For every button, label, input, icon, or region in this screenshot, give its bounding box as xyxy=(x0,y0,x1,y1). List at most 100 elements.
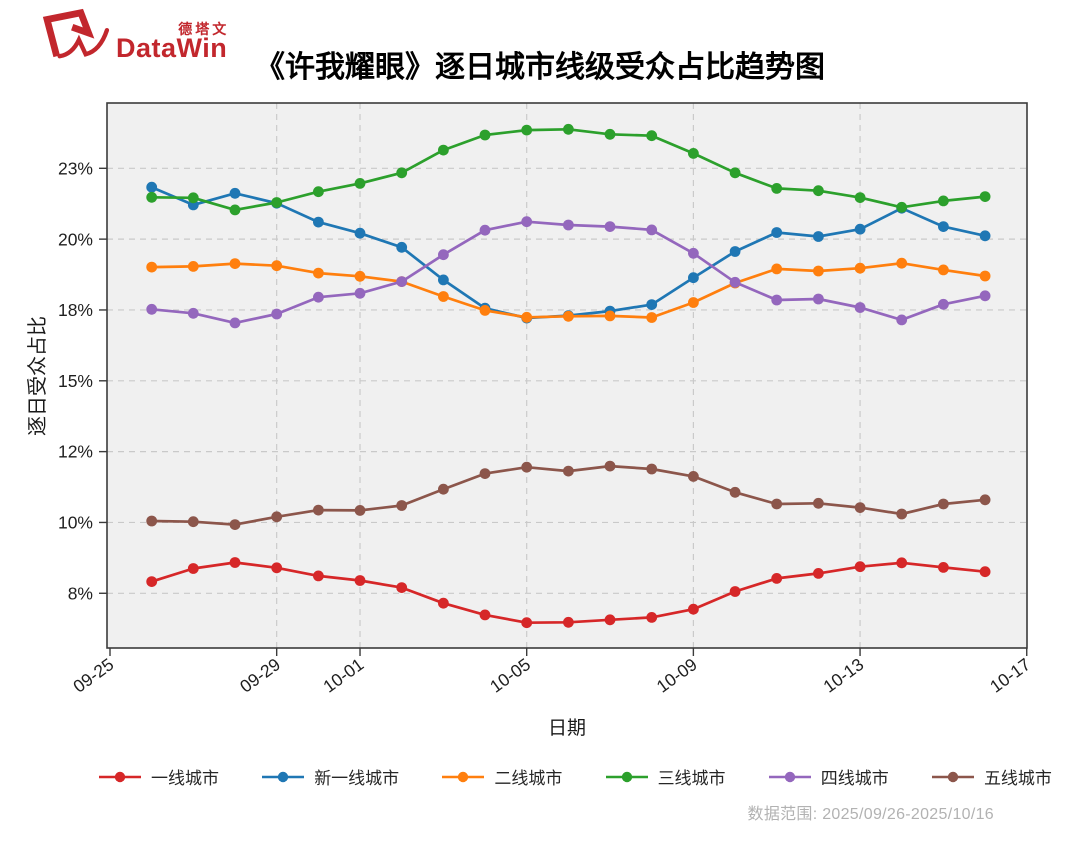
series-point-tier2-09-28 xyxy=(229,258,241,269)
series-point-tier4-10-09 xyxy=(688,247,699,259)
series-point-tier1-10-03 xyxy=(438,597,449,609)
legend-label-tier2: 二线城市 xyxy=(494,769,563,788)
y-axis-label: 逐日受众占比 xyxy=(26,316,49,436)
series-point-tier2-09-30 xyxy=(313,267,324,279)
series-point-tier2-10-04 xyxy=(479,305,491,316)
series-point-tier3-10-15 xyxy=(938,195,949,207)
legend-item-tier5: 五线城市 xyxy=(931,764,1052,789)
series-point-tier3-10-06 xyxy=(563,123,574,135)
series-point-tier5-10-06 xyxy=(563,465,574,477)
series-point-tier1-10-13 xyxy=(854,561,866,573)
series-point-tier4-10-01 xyxy=(354,287,366,299)
series-point-tier4-10-16 xyxy=(979,290,991,302)
series-point-new-tier1-10-15 xyxy=(938,221,949,233)
series-point-tier2-10-12 xyxy=(813,265,824,277)
y-tick-label: 23% xyxy=(58,158,93,178)
y-tick-label: 18% xyxy=(58,300,93,320)
series-point-new-tier1-09-28 xyxy=(229,187,241,199)
series-point-new-tier1-10-02 xyxy=(396,241,408,253)
series-point-tier5-10-14 xyxy=(896,508,908,520)
series-point-tier5-10-01 xyxy=(354,505,366,516)
series-point-tier3-09-30 xyxy=(313,186,324,198)
series-point-tier4-10-10 xyxy=(729,276,741,288)
x-axis-label: 日期 xyxy=(548,717,586,739)
series-point-tier5-10-05 xyxy=(521,461,533,473)
series-point-tier4-09-28 xyxy=(229,317,241,329)
series-point-tier5-09-30 xyxy=(313,504,324,516)
series-point-tier5-10-08 xyxy=(646,463,658,475)
series-point-tier3-10-04 xyxy=(479,129,491,141)
series-point-new-tier1-10-11 xyxy=(771,227,783,238)
series-point-new-tier1-09-30 xyxy=(313,216,324,228)
y-tick-label: 20% xyxy=(58,229,93,249)
series-point-tier5-09-28 xyxy=(229,519,241,530)
series-point-tier4-10-05 xyxy=(521,216,533,228)
series-point-tier1-10-07 xyxy=(604,614,616,626)
series-point-tier2-09-27 xyxy=(187,261,199,272)
y-tick-label: 15% xyxy=(58,371,93,391)
series-point-tier2-10-16 xyxy=(979,270,991,282)
series-point-tier5-10-02 xyxy=(396,500,408,511)
series-point-tier1-10-11 xyxy=(771,573,783,584)
series-point-tier1-09-27 xyxy=(187,563,199,574)
legend-label-tier1: 一线城市 xyxy=(151,769,219,788)
series-point-tier5-10-04 xyxy=(479,468,491,479)
series-point-tier3-10-07 xyxy=(604,128,616,140)
legend-marker-tier4 xyxy=(768,771,811,782)
series-point-tier1-10-16 xyxy=(979,566,991,578)
legend-item-tier4: 四线城市 xyxy=(768,764,889,789)
series-tier3 xyxy=(146,123,991,216)
series-point-tier1-10-02 xyxy=(396,582,408,593)
series-point-tier4-09-27 xyxy=(187,307,199,319)
series-point-tier4-10-13 xyxy=(854,302,866,313)
logo-brand-cn: 德塔文 xyxy=(178,21,230,37)
series-point-tier2-10-01 xyxy=(354,270,366,282)
series-point-tier3-09-26 xyxy=(146,191,158,203)
series-point-tier4-10-02 xyxy=(396,276,408,287)
series-point-tier3-09-27 xyxy=(187,192,199,204)
series-point-tier3-10-10 xyxy=(729,167,741,179)
series-point-new-tier1-10-01 xyxy=(354,227,366,239)
series-point-tier4-10-11 xyxy=(771,294,783,306)
series-point-tier4-10-06 xyxy=(563,219,574,231)
series-point-tier4-10-14 xyxy=(896,314,908,326)
series-point-tier2-10-09 xyxy=(688,297,699,308)
series-point-tier3-10-14 xyxy=(896,201,908,213)
series-point-tier5-10-13 xyxy=(854,502,866,513)
x-tick-label: 10-17 xyxy=(986,654,1034,696)
series-point-tier5-10-10 xyxy=(729,486,741,498)
series-point-tier1-09-28 xyxy=(229,557,241,568)
series-point-tier5-09-29 xyxy=(271,511,283,523)
series-point-tier4-09-26 xyxy=(146,303,158,315)
series-point-tier5-10-09 xyxy=(688,471,699,482)
legend-label-tier5: 五线城市 xyxy=(983,769,1052,788)
series-point-tier2-10-07 xyxy=(604,310,616,322)
series-point-tier3-10-12 xyxy=(813,185,824,197)
series-point-tier2-10-05 xyxy=(521,311,533,323)
series-point-tier2-09-26 xyxy=(146,261,158,273)
series-point-tier2-10-06 xyxy=(563,310,574,322)
series-point-tier3-10-09 xyxy=(688,148,699,159)
series-point-tier1-09-29 xyxy=(271,562,283,574)
x-tick-label: 10-05 xyxy=(486,654,534,696)
chart-title: 《许我耀眼》逐日城市线级受众占比趋势图 xyxy=(255,51,825,84)
series-point-tier2-10-03 xyxy=(438,291,449,302)
data-range-note: 数据范围: 2025/09/26-2025/10/16 xyxy=(747,806,994,823)
legend-item-new-tier1: 新一线城市 xyxy=(261,764,399,789)
series-point-tier4-10-08 xyxy=(646,224,658,236)
legend-item-tier2: 二线城市 xyxy=(441,764,562,789)
series-point-tier5-10-16 xyxy=(979,494,991,506)
x-tick-label: 10-01 xyxy=(319,654,367,696)
legend-marker-new-tier1 xyxy=(262,771,305,782)
series-point-tier2-09-29 xyxy=(271,260,283,272)
series-point-tier1-10-12 xyxy=(813,568,824,579)
legend-marker-tier1 xyxy=(99,771,141,782)
datawin-logo: 德塔文 DataWin xyxy=(40,6,227,62)
series-point-tier5-10-03 xyxy=(438,483,449,495)
series-point-tier4-10-03 xyxy=(438,249,449,261)
series-point-tier5-10-07 xyxy=(604,460,616,472)
series-point-tier3-10-05 xyxy=(521,124,533,136)
y-tick-label: 12% xyxy=(58,442,93,462)
series-point-tier5-09-26 xyxy=(146,515,158,527)
series-point-tier5-10-15 xyxy=(938,498,949,510)
